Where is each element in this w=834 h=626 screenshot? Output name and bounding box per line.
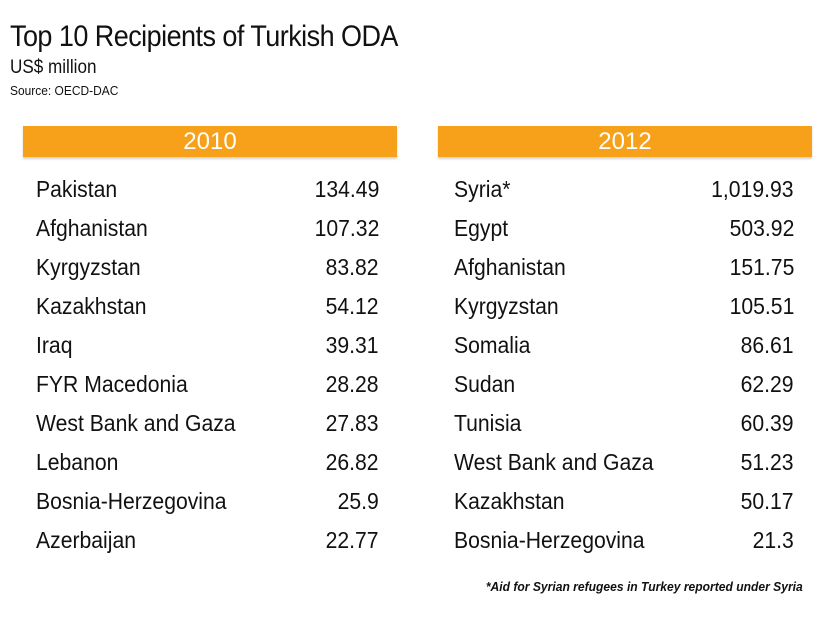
country-label: Kyrgyzstan (454, 293, 559, 319)
oda-value: 22.77 (326, 527, 379, 553)
oda-value: 39.31 (326, 332, 379, 358)
table-row: Afghanistan 107.32 (23, 209, 397, 248)
country-label: Tunisia (454, 410, 522, 436)
oda-value: 28.28 (326, 371, 379, 397)
country-label: Kazakhstan (454, 488, 565, 514)
country-label: Afghanistan (454, 254, 566, 280)
table-2010-header: 2010 (23, 126, 397, 157)
table-row: Sudan 62.29 (438, 365, 812, 404)
table-row: Egypt 503.92 (438, 209, 812, 248)
oda-value: 60.39 (741, 410, 794, 436)
table-2012: 2012 Syria* 1,019.93 Egypt 503.92 Afghanista… (438, 126, 812, 560)
oda-value: 25.9 (337, 488, 379, 514)
country-label: Somalia (454, 332, 531, 358)
oda-value: 1,019.93 (711, 176, 794, 202)
country-label: Kyrgyzstan (36, 254, 141, 280)
country-label: Azerbaijan (36, 527, 136, 553)
table-row: Kazakhstan 50.17 (438, 482, 812, 521)
oda-value: 105.51 (729, 293, 794, 319)
oda-value: 21.3 (752, 527, 794, 553)
country-label: Afghanistan (36, 215, 148, 241)
country-label: West Bank and Gaza (454, 449, 654, 475)
country-label: FYR Macedonia (36, 371, 188, 397)
chart-title: Top 10 Recipients of Turkish ODA (10, 20, 398, 53)
country-label: Lebanon (36, 449, 119, 475)
table-row: Bosnia-Herzegovina 21.3 (438, 521, 812, 560)
table-row: Kyrgyzstan 105.51 (438, 287, 812, 326)
table-row: West Bank and Gaza 27.83 (23, 404, 397, 443)
oda-value: 26.82 (326, 449, 379, 475)
table-row: Syria* 1,019.93 (438, 170, 812, 209)
table-row: Kazakhstan 54.12 (23, 287, 397, 326)
chart-subtitle: US$ million (10, 57, 97, 78)
country-label: Egypt (454, 215, 509, 241)
oda-value: 107.32 (314, 215, 379, 241)
table-2010-rows: Pakistan 134.49 Afghanistan 107.32 Kyrgyzsta… (23, 170, 397, 560)
table-row: Afghanistan 151.75 (438, 248, 812, 287)
table-row: West Bank and Gaza 51.23 (438, 443, 812, 482)
oda-value: 51.23 (741, 449, 794, 475)
source-note: Source: OECD-DAC (10, 83, 119, 98)
country-label: Bosnia-Herzegovina (36, 488, 227, 514)
table-row: Iraq 39.31 (23, 326, 397, 365)
country-label: Syria* (454, 176, 511, 202)
table-row: FYR Macedonia 28.28 (23, 365, 397, 404)
footnote: *Aid for Syrian refugees in Turkey repor… (486, 579, 803, 594)
table-2012-header: 2012 (438, 126, 812, 157)
oda-value: 503.92 (729, 215, 794, 241)
table-row: Kyrgyzstan 83.82 (23, 248, 397, 287)
table-row: Tunisia 60.39 (438, 404, 812, 443)
oda-value: 54.12 (326, 293, 379, 319)
country-label: Iraq (36, 332, 73, 358)
oda-value: 62.29 (741, 371, 794, 397)
country-label: Bosnia-Herzegovina (454, 527, 645, 553)
country-label: Pakistan (36, 176, 118, 202)
oda-value: 134.49 (314, 176, 379, 202)
table-2010: 2010 Pakistan 134.49 Afghanistan 107.32 Kyrg… (23, 126, 397, 560)
oda-value: 151.75 (729, 254, 794, 280)
table-row: Lebanon 26.82 (23, 443, 397, 482)
oda-value: 27.83 (326, 410, 379, 436)
table-row: Somalia 86.61 (438, 326, 812, 365)
table-row: Azerbaijan 22.77 (23, 521, 397, 560)
table-2012-rows: Syria* 1,019.93 Egypt 503.92 Afghanistan 151.… (438, 170, 812, 560)
table-row: Pakistan 134.49 (23, 170, 397, 209)
oda-value: 50.17 (741, 488, 794, 514)
country-label: Kazakhstan (36, 293, 147, 319)
table-row: Bosnia-Herzegovina 25.9 (23, 482, 397, 521)
oda-value: 86.61 (741, 332, 794, 358)
country-label: Sudan (454, 371, 516, 397)
oda-value: 83.82 (326, 254, 379, 280)
country-label: West Bank and Gaza (36, 410, 236, 436)
